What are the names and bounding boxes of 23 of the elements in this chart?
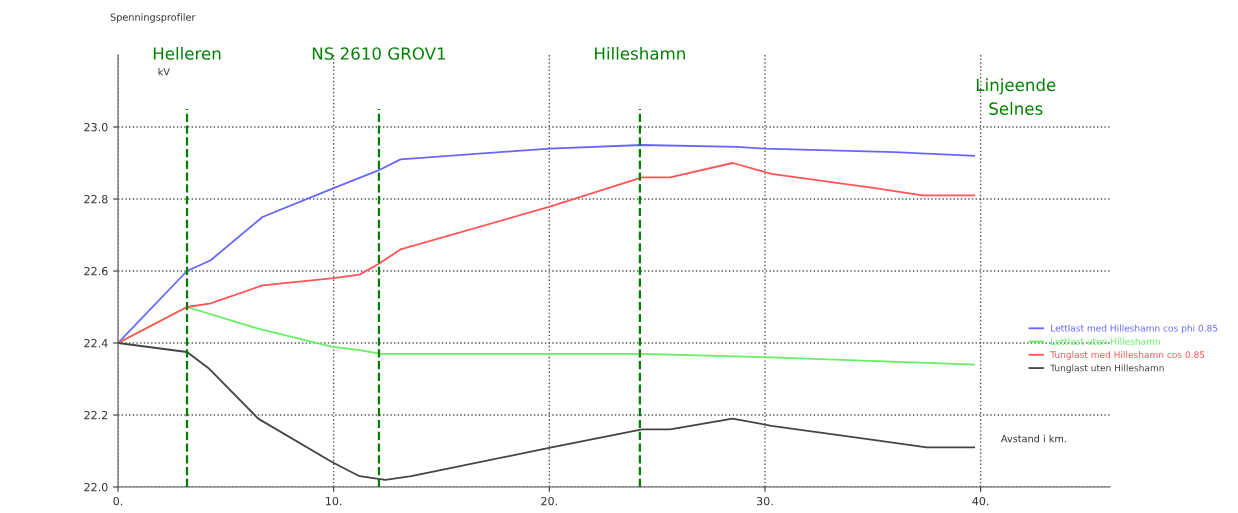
y-tick-label: 22.2 (84, 410, 108, 420)
x-tick-label: 10. (326, 496, 342, 506)
y-axis-title: kV (158, 67, 170, 76)
ref-line-label: NS 2610 GROV1 (312, 47, 446, 60)
y-tick-label: 22.8 (84, 194, 108, 204)
line-series (118, 342, 976, 481)
x-tick-label: 0. (113, 496, 123, 506)
ref-line-label: Helleren (153, 46, 221, 60)
y-tick-label: 22.6 (84, 266, 108, 276)
ref-line-label: Hilleshamn (595, 46, 685, 60)
y-tick-label: 23.0 (84, 122, 108, 132)
legend-label: Lettlast uten Hilleshamn (1051, 337, 1160, 345)
y-tick-label: 22.4 (84, 338, 108, 348)
x-axis-title: Avstand i km. (1000, 434, 1066, 443)
annotation: Linjeende Selnes (976, 78, 1056, 115)
x-tick-label: 30. (756, 496, 773, 506)
legend-label: Tunglast med Hilleshamn cos 0.85 (1050, 351, 1205, 360)
legend-label: Tunglast uten Hilleshamn (1050, 364, 1164, 374)
y-tick-label: 22.0 (84, 482, 108, 492)
chart-title: Spenningsprofiler (110, 13, 196, 23)
legend-label: Lettlast med Hilleshamn cos phi 0.85 (1051, 324, 1218, 334)
x-tick-label: 40. (972, 496, 989, 506)
x-tick-label: 20. (541, 496, 557, 506)
